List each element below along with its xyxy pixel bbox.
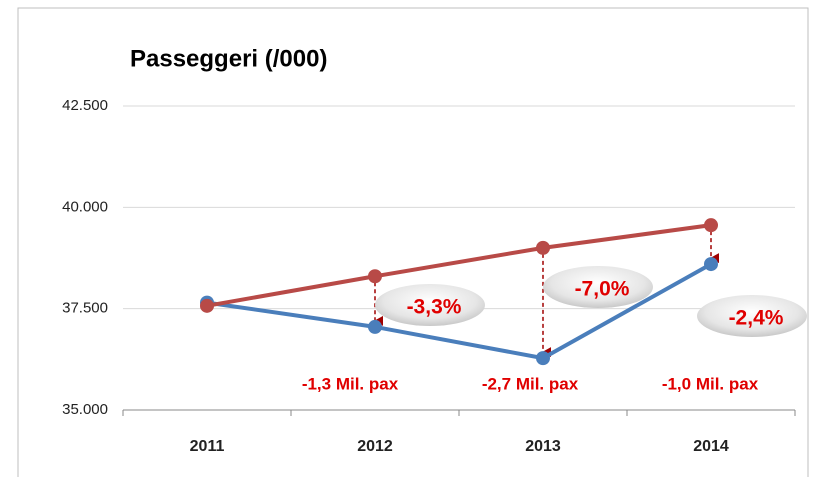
y-tick-label: 42.500 [62, 97, 108, 114]
data-point [704, 257, 718, 272]
y-tick-label: 40.000 [62, 198, 108, 215]
data-point [536, 351, 550, 366]
data-point [200, 298, 214, 313]
percent-label: -2,4% [729, 307, 784, 330]
series-line [206, 223, 712, 308]
y-tick-label: 37.500 [62, 300, 108, 317]
percent-label: -7,0% [575, 278, 630, 301]
label-bubble [697, 295, 807, 337]
series-line [206, 262, 712, 361]
percent-label: -3,3% [407, 296, 462, 319]
data-point [704, 218, 718, 233]
x-tick-label: 2011 [190, 438, 225, 455]
pax-label: -2,7 Mil. pax [482, 374, 579, 393]
pax-label: -1,3 Mil. pax [302, 374, 399, 393]
label-bubble [543, 266, 653, 308]
x-tick-label: 2014 [693, 438, 729, 455]
y-tick-label: 35.000 [62, 401, 108, 418]
data-point [536, 240, 550, 255]
x-tick-label: 2013 [525, 438, 561, 455]
x-tick-label: 2012 [357, 438, 393, 455]
data-point [368, 269, 382, 284]
chart-frame [17, 7, 809, 477]
pax-label: -1,0 Mil. pax [662, 374, 759, 393]
label-bubble [375, 284, 485, 326]
chart-title: Passeggeri (/000) [130, 45, 327, 72]
data-point [368, 319, 382, 334]
